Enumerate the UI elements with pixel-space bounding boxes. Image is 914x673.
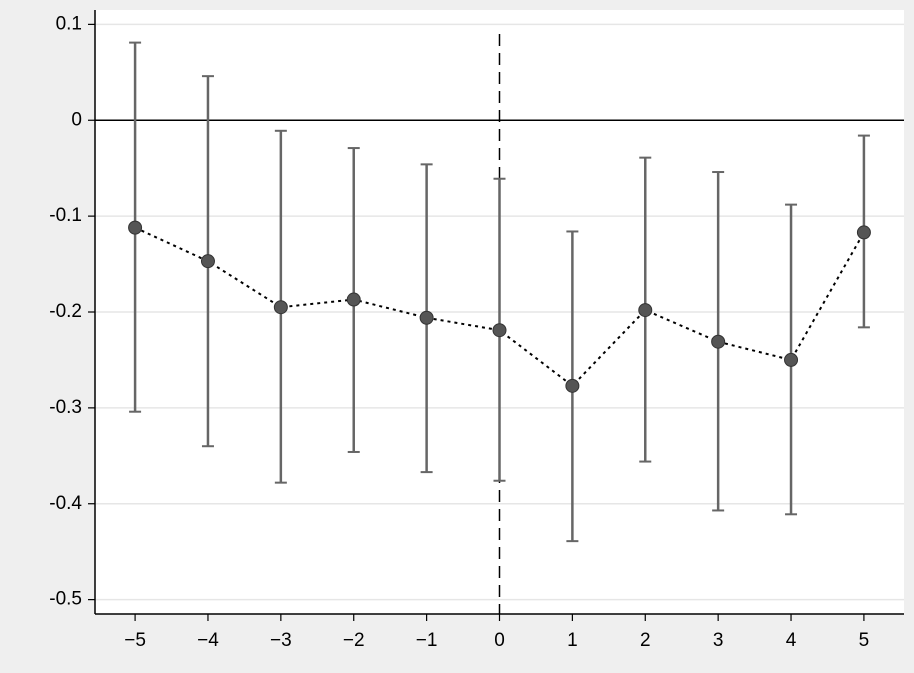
y-tick-label: -0.2 [49, 301, 82, 322]
x-tick-label: −2 [343, 630, 365, 651]
x-tick-label: 5 [859, 630, 870, 651]
data-point [856, 225, 871, 240]
data-point [492, 323, 507, 338]
data-point [419, 310, 434, 325]
x-tick-label: 2 [640, 630, 651, 651]
data-point [784, 352, 799, 367]
data-point [711, 334, 726, 349]
x-tick-label: −3 [270, 630, 292, 651]
data-point [638, 303, 653, 318]
x-tick-label: 4 [786, 630, 797, 651]
x-tick-label: 1 [567, 630, 578, 651]
y-tick-label: -0.3 [49, 397, 82, 418]
y-tick-label: -0.1 [49, 205, 82, 226]
x-axis-ticks: −5 −4 −3 −2 −1 0 1 2 3 4 5 [124, 614, 869, 651]
data-point [346, 292, 361, 307]
data-point [128, 220, 143, 235]
x-tick-label: 3 [713, 630, 724, 651]
x-tick-label: −1 [416, 630, 438, 651]
data-points [128, 220, 871, 393]
x-tick-label: 0 [494, 630, 505, 651]
y-tick-label: 0 [71, 109, 82, 130]
x-tick-label: −4 [197, 630, 219, 651]
y-tick-label: 0.1 [56, 13, 82, 34]
y-tick-label: -0.4 [49, 493, 82, 514]
x-tick-label: −5 [124, 630, 146, 651]
data-point [273, 300, 288, 315]
y-axis-ticks: 0.1 0 -0.1 -0.2 -0.3 -0.4 -0.5 [49, 13, 95, 610]
data-point [200, 254, 215, 269]
y-tick-label: -0.5 [49, 589, 82, 610]
data-point [565, 378, 580, 393]
